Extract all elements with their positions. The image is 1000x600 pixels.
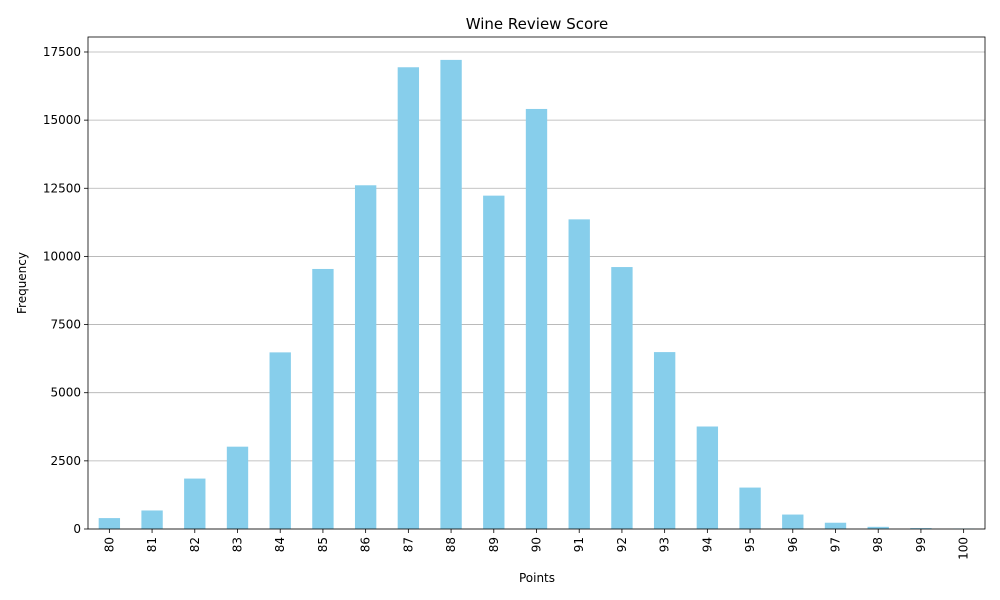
bar-86 — [354, 185, 377, 529]
y-tick-label: 15000 — [43, 113, 81, 127]
x-tick-label: 94 — [700, 537, 714, 552]
x-tick-label: 81 — [145, 537, 159, 552]
y-tick-label: 12500 — [43, 181, 81, 195]
x-tick-label: 96 — [786, 537, 800, 552]
x-tick-label: 98 — [871, 537, 885, 552]
chart-title: Wine Review Score — [466, 15, 608, 33]
y-tick-label: 10000 — [43, 249, 81, 263]
x-tick-label: 93 — [658, 537, 672, 552]
bar-93 — [653, 352, 676, 529]
y-axis-title: Frequency — [15, 252, 29, 314]
bar-83 — [226, 446, 249, 529]
bar-98 — [867, 526, 889, 529]
bars — [98, 59, 975, 530]
x-tick-label: 92 — [615, 537, 629, 552]
plot-frame — [87, 36, 986, 530]
x-tick-label: 87 — [401, 537, 415, 552]
x-tick-label: 88 — [444, 537, 458, 552]
y-tick-label: 2500 — [50, 454, 81, 468]
bar-92 — [611, 267, 633, 529]
x-tick-label: 95 — [743, 537, 757, 552]
axes: 0 2500 5000 7500 10000 12500 15000 17500 80 81 82 8… — [43, 36, 986, 560]
y-tick-label: 0 — [73, 522, 81, 536]
bar-90 — [525, 108, 548, 529]
y-tick-label: 17500 — [43, 45, 81, 59]
bar-89 — [483, 195, 505, 529]
bar-81 — [141, 510, 163, 529]
x-axis-title: Points — [519, 571, 555, 585]
x-tick-label: 89 — [487, 537, 501, 552]
bar-85 — [312, 268, 334, 529]
x-tick-label: 100 — [957, 537, 971, 560]
x-tick-label: 90 — [530, 537, 544, 552]
bar-94 — [696, 426, 719, 529]
x-tick-label: 82 — [188, 537, 202, 552]
x-tick-label: 80 — [102, 537, 116, 552]
bar-96 — [782, 514, 804, 529]
bar-99 — [910, 528, 932, 529]
bar-82 — [184, 478, 206, 529]
y-tick-label: 7500 — [50, 318, 81, 332]
bar-95 — [739, 487, 761, 529]
bar-80 — [98, 518, 121, 529]
x-tick-label: 83 — [231, 537, 245, 552]
bar-87 — [397, 67, 420, 530]
x-tick-label: 99 — [914, 537, 928, 552]
bar-84 — [269, 352, 291, 529]
bar-88 — [440, 59, 462, 530]
y-tick-label: 5000 — [50, 386, 81, 400]
bar-97 — [824, 522, 847, 529]
x-tick-label: 85 — [316, 537, 330, 552]
x-tick-label: 86 — [359, 537, 373, 552]
x-tick-label: 84 — [273, 537, 287, 552]
x-tick-label: 91 — [572, 537, 586, 552]
x-tick-label: 97 — [829, 537, 843, 552]
bar-91 — [568, 219, 590, 530]
